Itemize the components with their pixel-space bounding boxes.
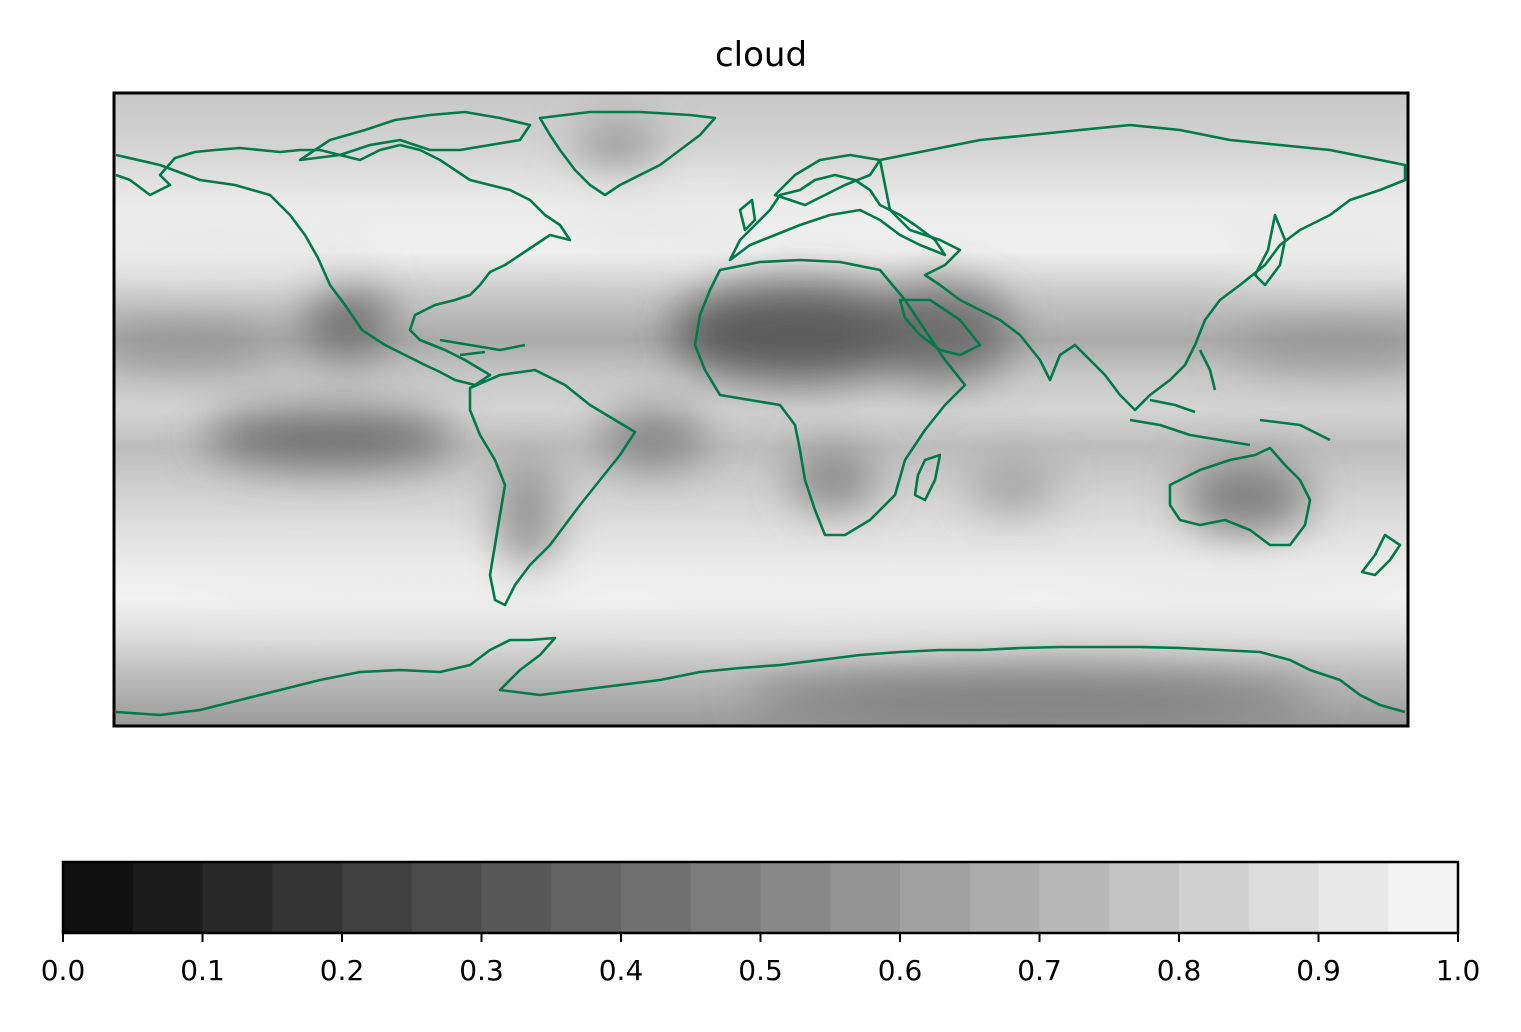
coastline-scandinavia xyxy=(773,153,882,207)
cloud-field-blob xyxy=(617,592,1049,628)
coastline-africa xyxy=(693,258,967,537)
cloud-field-blob xyxy=(868,282,1013,382)
coastline-australia xyxy=(1168,446,1312,547)
coastline-greenland xyxy=(538,110,717,197)
map-frame xyxy=(112,91,1410,728)
colorbar-bin xyxy=(1248,862,1319,933)
colorbar-tick-label: 0.5 xyxy=(738,954,783,987)
colorbar-bin xyxy=(1388,862,1459,933)
colorbar-bin xyxy=(1039,862,1110,933)
cloud-field-blob xyxy=(185,585,618,621)
colorbar: 0.0 0.1 0.2 0.3 0.4 0.5 0.6 0.7 0.8 0.9 1.0 xyxy=(41,860,1481,987)
cloud-field-blob xyxy=(743,669,1319,726)
colorbar-bin xyxy=(342,862,413,933)
colorbar-bin xyxy=(760,862,831,933)
coastline-southeast-asia-islands xyxy=(1129,349,1331,447)
colorbar-tick-label: 0.7 xyxy=(1017,954,1062,987)
colorbar-tick-label: 1.0 xyxy=(1436,954,1481,987)
cloud-field-blob xyxy=(1181,462,1311,533)
cloud-field-blob xyxy=(1048,585,1408,621)
colorbar-bin xyxy=(272,862,343,933)
colorbar-tick-label: 0.6 xyxy=(878,954,923,987)
map-panel xyxy=(114,93,1408,726)
cloud-field-blob xyxy=(114,223,366,280)
colorbar-bin xyxy=(411,862,482,933)
colorbar-bin xyxy=(132,862,203,933)
coastline-british-isles xyxy=(738,198,757,232)
colorbar-tick-label: 0.0 xyxy=(41,954,86,987)
colorbar-bin xyxy=(690,862,761,933)
cloud-field-blob xyxy=(574,124,661,167)
cloud-field-blob xyxy=(563,187,744,245)
colorbar-bins xyxy=(63,862,1459,933)
colorbar-tick-label: 0.8 xyxy=(1157,954,1202,987)
coastline-arabia xyxy=(898,298,982,357)
cloud-field-blob xyxy=(1228,223,1408,280)
coastline-caribbean xyxy=(439,338,526,357)
colorbar-bin xyxy=(969,862,1040,933)
cloud-field-blob xyxy=(969,465,1056,508)
coastline-antarctica xyxy=(115,636,1406,717)
colorbar-tick-label: 0.1 xyxy=(180,954,225,987)
coastline-arctic-islands xyxy=(298,110,532,162)
coastline-south-america xyxy=(468,368,637,607)
cloud-field-blob xyxy=(498,458,557,572)
cloud-field-blob xyxy=(789,451,877,508)
coastline-madagascar xyxy=(913,453,942,502)
cloud-field-background xyxy=(114,93,1408,726)
colorbar-bin xyxy=(1109,862,1180,933)
colorbar-tick-label: 0.2 xyxy=(320,954,365,987)
coastline-japan xyxy=(1253,213,1287,287)
colorbar-bin xyxy=(900,862,971,933)
coastline-europe xyxy=(728,173,947,262)
coastline-north-america xyxy=(115,143,572,387)
colorbar-tick-label: 0.9 xyxy=(1296,954,1341,987)
colorbar-bin xyxy=(63,862,134,933)
cloud-field-blob xyxy=(671,282,923,382)
colorbar-bin xyxy=(551,862,622,933)
colorbar-tick-label: 0.4 xyxy=(599,954,644,987)
colorbar-bin xyxy=(481,862,552,933)
cloud-field-blob xyxy=(203,409,456,466)
chart-title: cloud xyxy=(715,35,807,75)
colorbar-tick-label: 0.3 xyxy=(459,954,504,987)
colorbar-bin xyxy=(1179,862,1250,933)
cloud-field-blob xyxy=(304,286,391,357)
colorbar-bin xyxy=(830,862,901,933)
cloud-field-blob xyxy=(599,409,708,466)
colorbar-bin xyxy=(621,862,692,933)
coastlines xyxy=(115,110,1407,717)
colorbar-bin xyxy=(202,862,273,933)
cloud-field-blob xyxy=(114,325,276,368)
colorbar-bin xyxy=(1318,862,1389,933)
coastline-new-zealand xyxy=(1360,533,1402,577)
cloud-field-blob xyxy=(1228,325,1408,368)
colorbar-ticks: 0.0 0.1 0.2 0.3 0.4 0.5 0.6 0.7 0.8 0.9 1.0 xyxy=(41,933,1481,987)
cloud-field-contours xyxy=(114,124,1408,726)
coastline-asia xyxy=(878,123,1407,412)
